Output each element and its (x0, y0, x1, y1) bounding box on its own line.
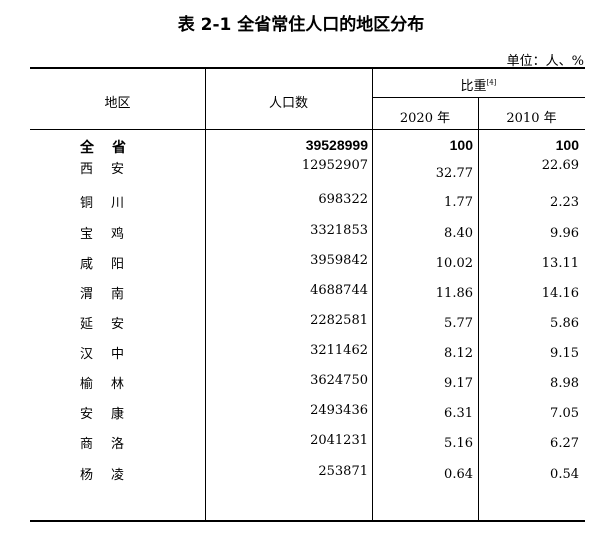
header-share-label: 比重 (460, 79, 487, 94)
header-share: 比重[4] (372, 75, 585, 94)
population-cell: 2493436 (310, 403, 368, 418)
share-2010-cell: 7.05 (550, 406, 579, 421)
share-2010-cell: 13.11 (541, 256, 579, 271)
share-2020-cell: 11.86 (435, 286, 473, 301)
region-cell: 渭南 (80, 287, 143, 302)
region-cell: 咸阳 (80, 257, 143, 272)
share-2010-cell: 0.54 (550, 467, 579, 482)
share-2010-cell: 22.69 (541, 158, 579, 173)
share-2020-cell: 10.02 (435, 256, 473, 271)
region-cell: 铜川 (80, 196, 143, 211)
population-cell: 2282581 (310, 313, 368, 328)
share-2020-cell: 8.12 (444, 346, 473, 361)
population-cell: 3624750 (310, 373, 368, 388)
header-2010: 2010 年 (506, 111, 557, 126)
region-cell: 安康 (80, 407, 143, 422)
region-cell: 延安 (80, 317, 143, 332)
share-2020-cell: 6.31 (444, 406, 473, 421)
population-cell: 698322 (318, 192, 368, 207)
column-divider (372, 68, 373, 521)
footnote-marker: [4] (486, 78, 497, 87)
region-cell: 榆林 (80, 377, 143, 392)
share-2010-cell: 14.16 (541, 286, 579, 301)
header-region: 地区 (104, 96, 131, 111)
population-cell: 39528999 (305, 137, 368, 153)
population-cell: 3321853 (310, 223, 368, 238)
share-2010-cell: 2.23 (550, 195, 579, 210)
share-2020-cell: 100 (449, 137, 473, 153)
share-2010-cell: 9.96 (550, 226, 579, 241)
region-cell: 汉中 (80, 347, 143, 362)
table-title: 表 2-1 全省常住人口的地区分布 (177, 15, 425, 35)
share-2020-cell: 9.17 (444, 376, 473, 391)
region-cell: 西安 (80, 162, 143, 177)
region-cell: 杨凌 (80, 468, 143, 483)
region-cell: 商洛 (80, 437, 143, 452)
share-2010-cell: 6.27 (550, 436, 579, 451)
share-2010-cell: 8.98 (550, 376, 579, 391)
column-divider (205, 68, 206, 521)
share-2010-cell: 5.86 (550, 316, 579, 331)
population-cell: 12952907 (301, 158, 368, 173)
header-2020: 2020 年 (399, 111, 451, 126)
share-2020-cell: 1.77 (444, 195, 473, 210)
top-rule (30, 67, 585, 69)
share-2020-cell: 5.77 (444, 316, 473, 331)
header-population: 人口数 (268, 96, 308, 111)
share-2020-cell: 8.40 (444, 226, 473, 241)
bottom-rule (30, 520, 585, 522)
column-divider (478, 97, 479, 521)
share-2020-cell: 5.16 (444, 436, 473, 451)
share-2020-cell: 0.64 (444, 467, 473, 482)
region-cell: 全省 (80, 139, 144, 155)
region-cell: 宝鸡 (80, 227, 143, 242)
population-cell: 3211462 (310, 343, 368, 358)
share-2020-cell: 32.77 (435, 166, 473, 181)
population-cell: 2041231 (310, 433, 368, 448)
header-rule (30, 129, 585, 130)
population-cell: 4688744 (310, 283, 368, 298)
share-2010-cell: 100 (555, 137, 579, 153)
population-cell: 3959842 (310, 253, 368, 268)
share-2010-cell: 9.15 (550, 346, 579, 361)
population-cell: 253871 (318, 464, 368, 479)
unit-label: 单位：人、% (506, 54, 584, 69)
